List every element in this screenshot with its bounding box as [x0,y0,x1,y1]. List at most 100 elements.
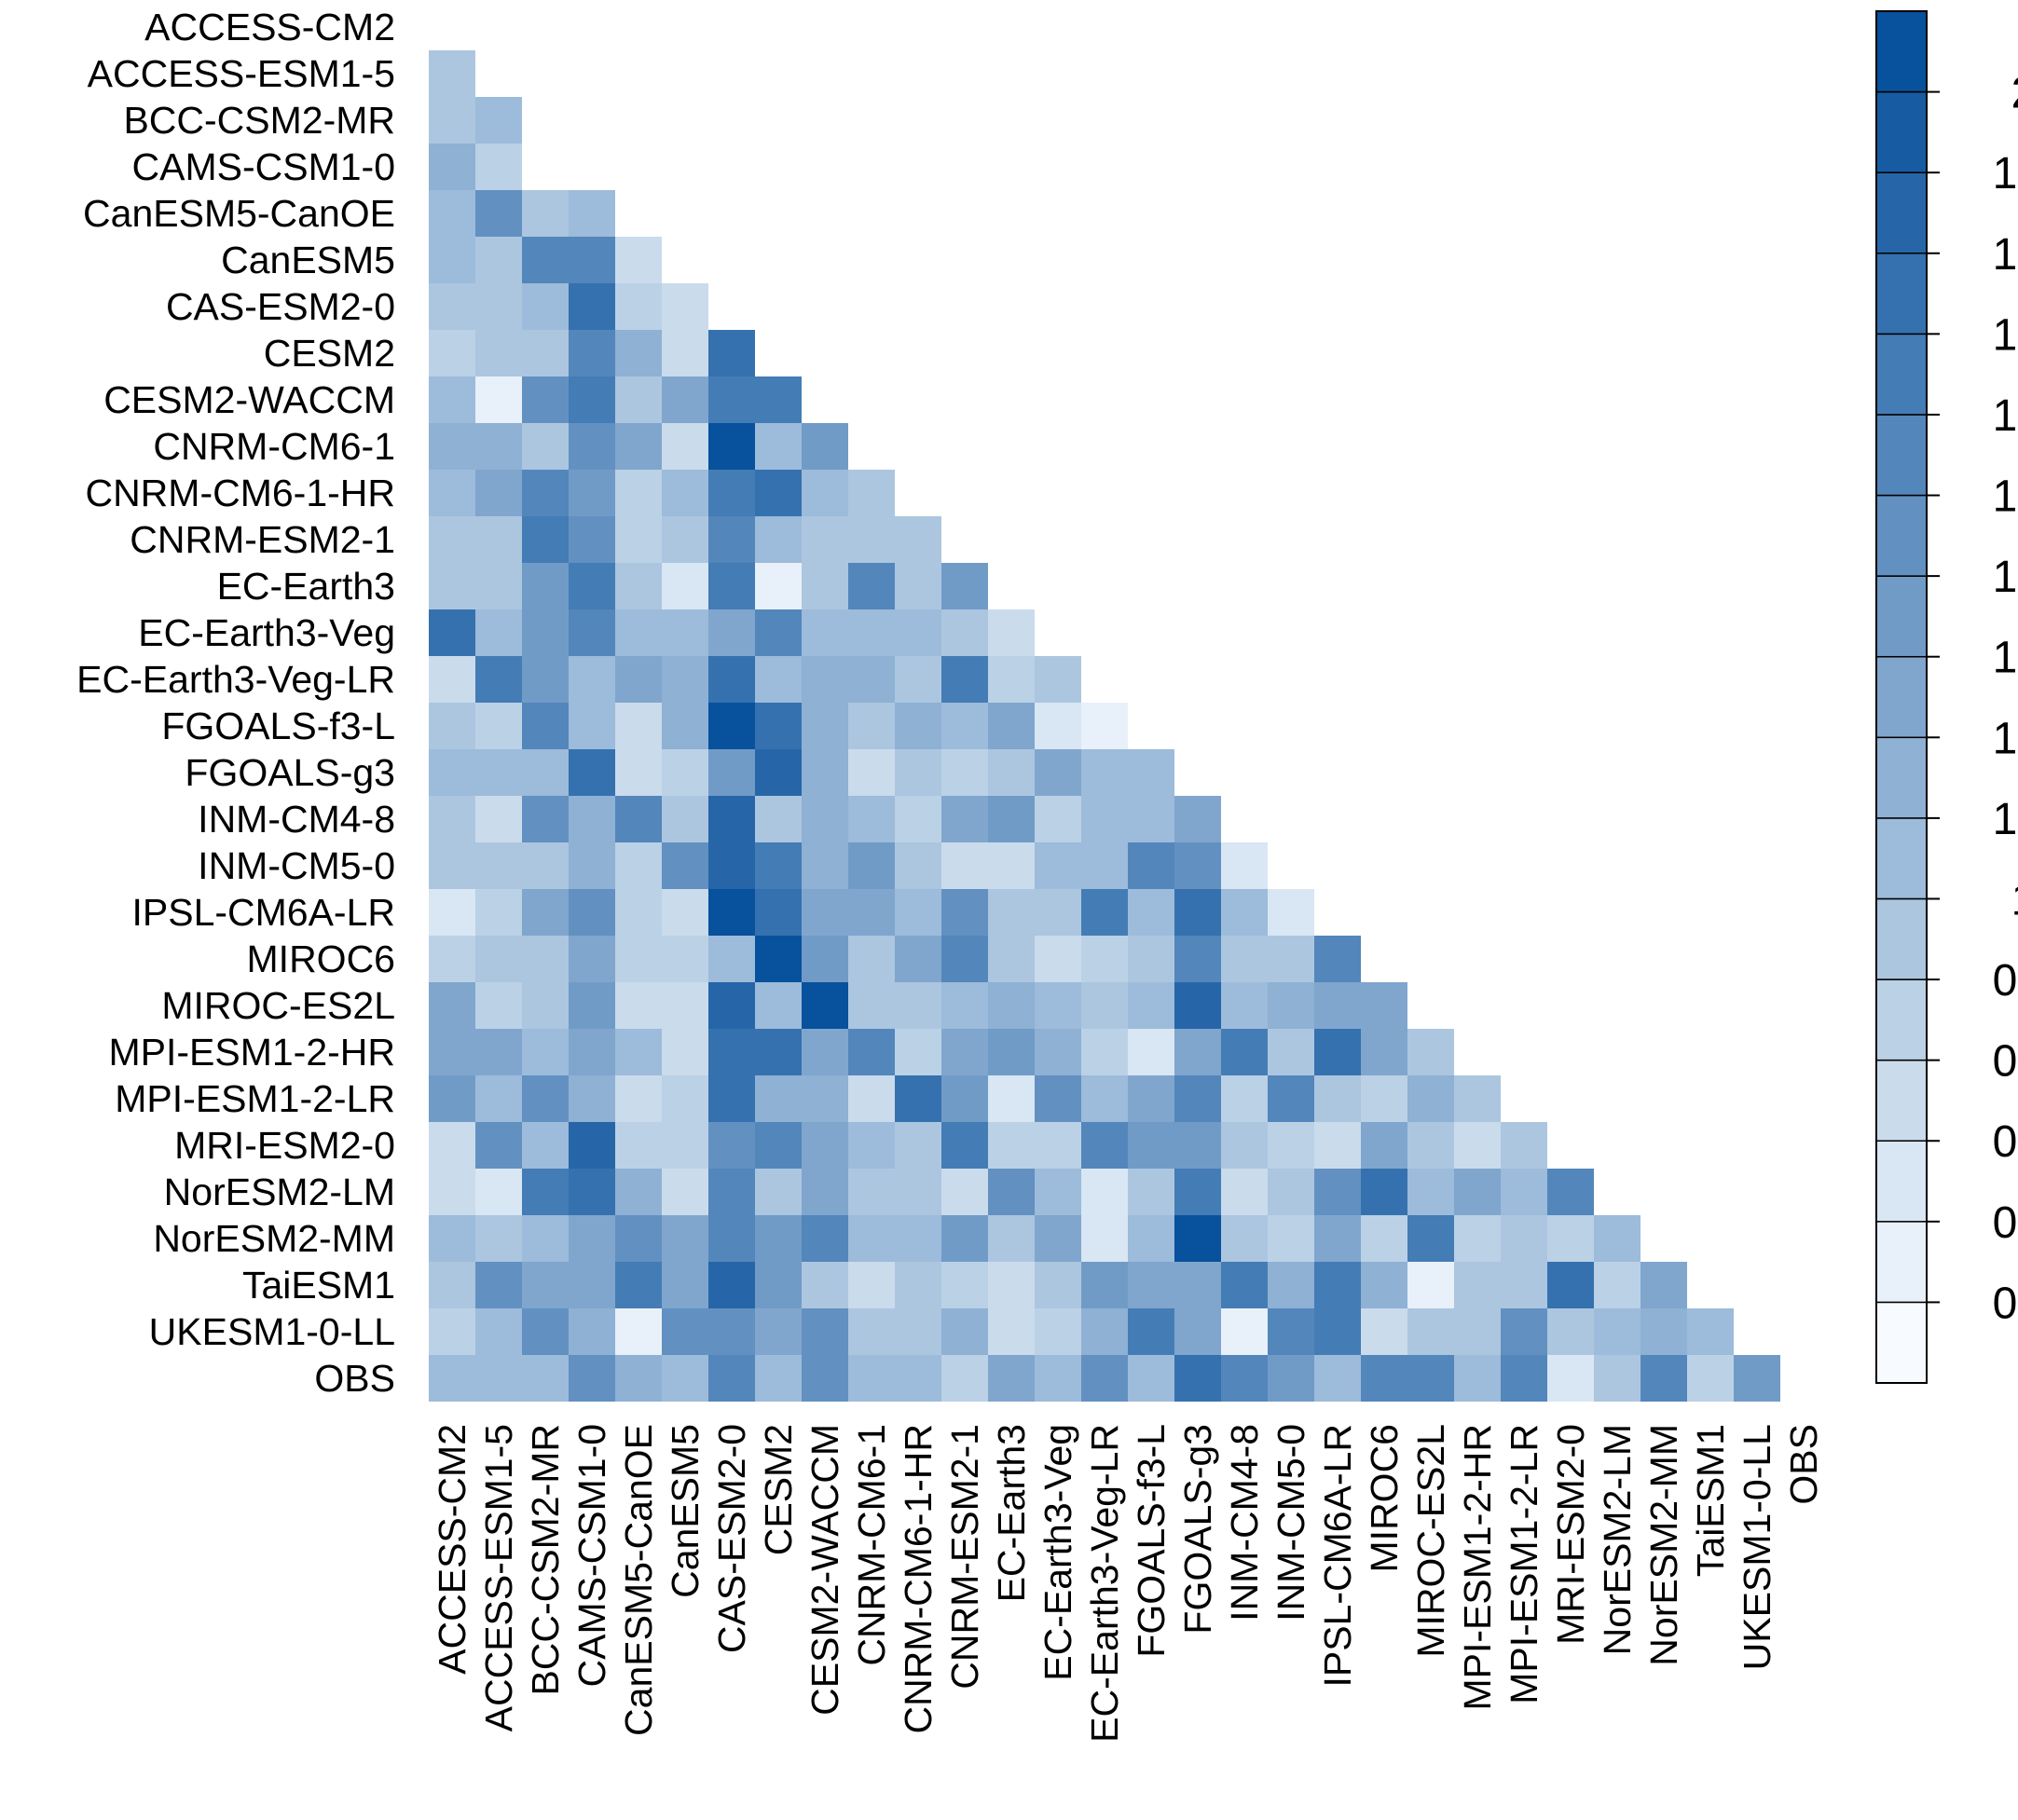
heatmap-cell [475,470,522,516]
column-label: NorESM2-MM [1642,1424,1685,1666]
heatmap-cell [1128,796,1174,842]
heatmap-cell [662,1262,708,1308]
heatmap-cell [1314,1122,1361,1169]
heatmap-cell [988,1355,1035,1402]
heatmap-cell [1035,1262,1081,1308]
heatmap-cell [1268,1215,1314,1262]
heatmap-cell [802,516,848,563]
heatmap-cell [429,1262,475,1308]
heatmap-cell [1081,1355,1128,1402]
heatmap-cell [708,749,755,796]
heatmap-cell [429,470,475,516]
heatmap-cell [802,609,848,656]
heatmap-cell [895,889,941,936]
heatmap-cell [1454,1122,1501,1169]
colorbar-tick-label: 2 [2011,69,2018,118]
row-label: EC-Earth3 [217,565,395,608]
colorbar-tick-label: 0.5 [1993,1279,2018,1328]
heatmap-cell [988,1029,1035,1075]
heatmap-cell [522,982,569,1029]
colorbar-segment [1875,1301,1928,1384]
heatmap-cell [475,1355,522,1402]
heatmap-cell [802,703,848,749]
heatmap-cell [429,516,475,563]
heatmap-cell [895,842,941,889]
heatmap-cell [1594,1215,1640,1262]
heatmap-cell [522,609,569,656]
heatmap-cell [895,749,941,796]
heatmap-cell [615,237,662,283]
column-label: INM-CM5-0 [1270,1424,1312,1622]
heatmap-cell [1081,1029,1128,1075]
heatmap-cell [895,563,941,609]
colorbar-tick-label: 1.3 [1993,634,2018,683]
heatmap-cell [895,936,941,982]
heatmap-cell [1174,1122,1221,1169]
heatmap-cell [895,1308,941,1355]
heatmap-cell [708,1169,755,1215]
heatmap-cell [1314,1262,1361,1308]
heatmap-cell [1035,1169,1081,1215]
heatmap-cell [941,609,988,656]
heatmap-cell [615,1169,662,1215]
heatmap-cell [522,190,569,237]
heatmap-cell [615,1262,662,1308]
heatmap-cell [988,609,1035,656]
heatmap-cell [802,1029,848,1075]
heatmap-cell [1361,1122,1407,1169]
heatmap-cell [1361,1262,1407,1308]
heatmap-cell [522,1215,569,1262]
heatmap-cell [475,330,522,376]
heatmap-cell [895,1215,941,1262]
heatmap-cell [569,656,615,703]
heatmap-cell [802,423,848,470]
colorbar-segment [1875,253,1928,335]
heatmap-cell [662,1355,708,1402]
heatmap-cell [755,1029,802,1075]
heatmap-cell [1361,1029,1407,1075]
heatmap-cell [1035,982,1081,1029]
heatmap-cell [615,1355,662,1402]
column-label: CNRM-CM6-1 [850,1424,893,1666]
heatmap-cell [475,283,522,330]
column-label: FGOALS-g3 [1176,1424,1219,1635]
colorbar-segment [1875,1140,1928,1223]
heatmap-cell [802,796,848,842]
heatmap-cell [755,889,802,936]
heatmap-cell [522,516,569,563]
heatmap-cell [1407,1122,1454,1169]
heatmap-cell [1128,1075,1174,1122]
colorbar-tick-label: 1.8 [1993,230,2018,280]
row-label: CAS-ESM2-0 [166,285,395,328]
heatmap-cell [662,1122,708,1169]
heatmap-cell [429,563,475,609]
heatmap-cell [475,703,522,749]
colorbar-tick-label: 0.6 [1993,1198,2018,1248]
heatmap-cell [1687,1308,1734,1355]
heatmap-cell [662,516,708,563]
heatmap-cell [1640,1308,1687,1355]
heatmap-cell [662,749,708,796]
heatmap-cell [1314,1029,1361,1075]
heatmap-cell [569,1122,615,1169]
colorbar-tick-label: 1.6 [1993,391,2018,441]
heatmap-cell [569,190,615,237]
heatmap-cell [1221,1122,1268,1169]
column-label: MIROC-ES2L [1409,1424,1452,1658]
heatmap-cell [615,936,662,982]
heatmap-cell [848,656,895,703]
heatmap-cell [1407,1075,1454,1122]
heatmap-cell [662,1169,708,1215]
row-label: CNRM-CM6-1-HR [85,472,395,514]
heatmap-cell [1081,1215,1128,1262]
heatmap-cell [1081,703,1128,749]
heatmap-cell [475,1215,522,1262]
heatmap-cell [662,796,708,842]
colorbar-tick-label: 0.7 [1993,1117,2018,1167]
heatmap-cell [662,609,708,656]
heatmap-cell [429,1029,475,1075]
heatmap-cell [802,1262,848,1308]
heatmap-cell [988,796,1035,842]
heatmap-cell [1081,842,1128,889]
heatmap-cell [1174,1262,1221,1308]
